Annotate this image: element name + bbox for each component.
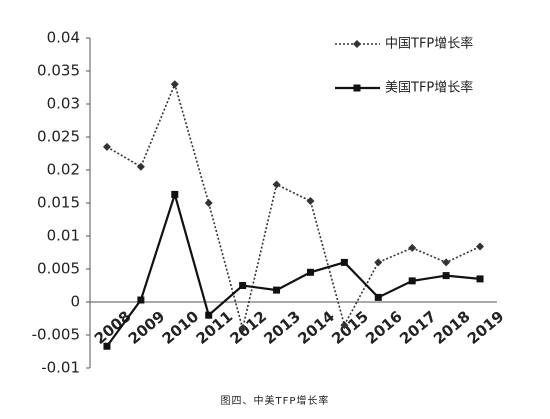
series-line: [106, 190, 481, 347]
x-tick-label: 2018: [430, 307, 474, 348]
point: [306, 268, 314, 276]
x-tick-label: 2010: [159, 307, 203, 348]
point: [102, 142, 111, 151]
y-tick-label: 0.035: [37, 62, 80, 80]
point: [442, 258, 451, 267]
point: [408, 277, 416, 285]
y-tick-label: 0.015: [37, 194, 80, 212]
y-tick-label: 0.04: [47, 29, 80, 47]
y-tick-label: 0.02: [47, 161, 80, 179]
x-tick-label: 2012: [227, 307, 271, 348]
point: [103, 342, 111, 350]
legend-marker: [353, 40, 361, 48]
y-tick-label: -0.01: [41, 359, 80, 377]
point: [204, 199, 213, 207]
point: [205, 311, 213, 319]
legend-label: 中国TFP增长率: [385, 36, 473, 52]
legend-marker: [353, 84, 361, 92]
caption: 图四、中美TFP增长率: [221, 394, 330, 407]
point: [239, 282, 247, 289]
y-tick-label: 0.01: [47, 227, 80, 245]
legend-label: 美国TFP增长率: [385, 80, 473, 96]
y-tick-label: 0.005: [37, 260, 80, 278]
point: [306, 197, 315, 206]
x-tick-label: 2013: [260, 307, 304, 348]
point: [476, 275, 484, 283]
point: [340, 321, 349, 330]
y-tick-label: 0.03: [47, 95, 80, 113]
point: [273, 286, 281, 294]
x-tick-label: 2011: [193, 307, 237, 348]
point: [476, 242, 485, 251]
x-tick-label: 2014: [294, 307, 338, 348]
x-tick-label: 2017: [396, 307, 440, 348]
point: [442, 272, 450, 280]
y-tick-label: -0.005: [32, 326, 80, 344]
y-tick-label: 0: [70, 293, 80, 311]
x-tick-label: 2008: [91, 307, 135, 348]
point: [340, 258, 348, 266]
point: [374, 293, 382, 301]
x-tick-label: 2016: [362, 307, 406, 348]
point: [171, 190, 179, 198]
point: [238, 324, 247, 333]
x-tick-label: 2019: [464, 307, 508, 348]
point: [170, 80, 179, 89]
point: [272, 180, 281, 189]
point: [374, 258, 383, 267]
point: [408, 243, 417, 252]
point: [136, 162, 145, 171]
series-line: [106, 81, 481, 329]
point: [137, 296, 145, 304]
y-tick-label: 0.025: [37, 128, 80, 146]
